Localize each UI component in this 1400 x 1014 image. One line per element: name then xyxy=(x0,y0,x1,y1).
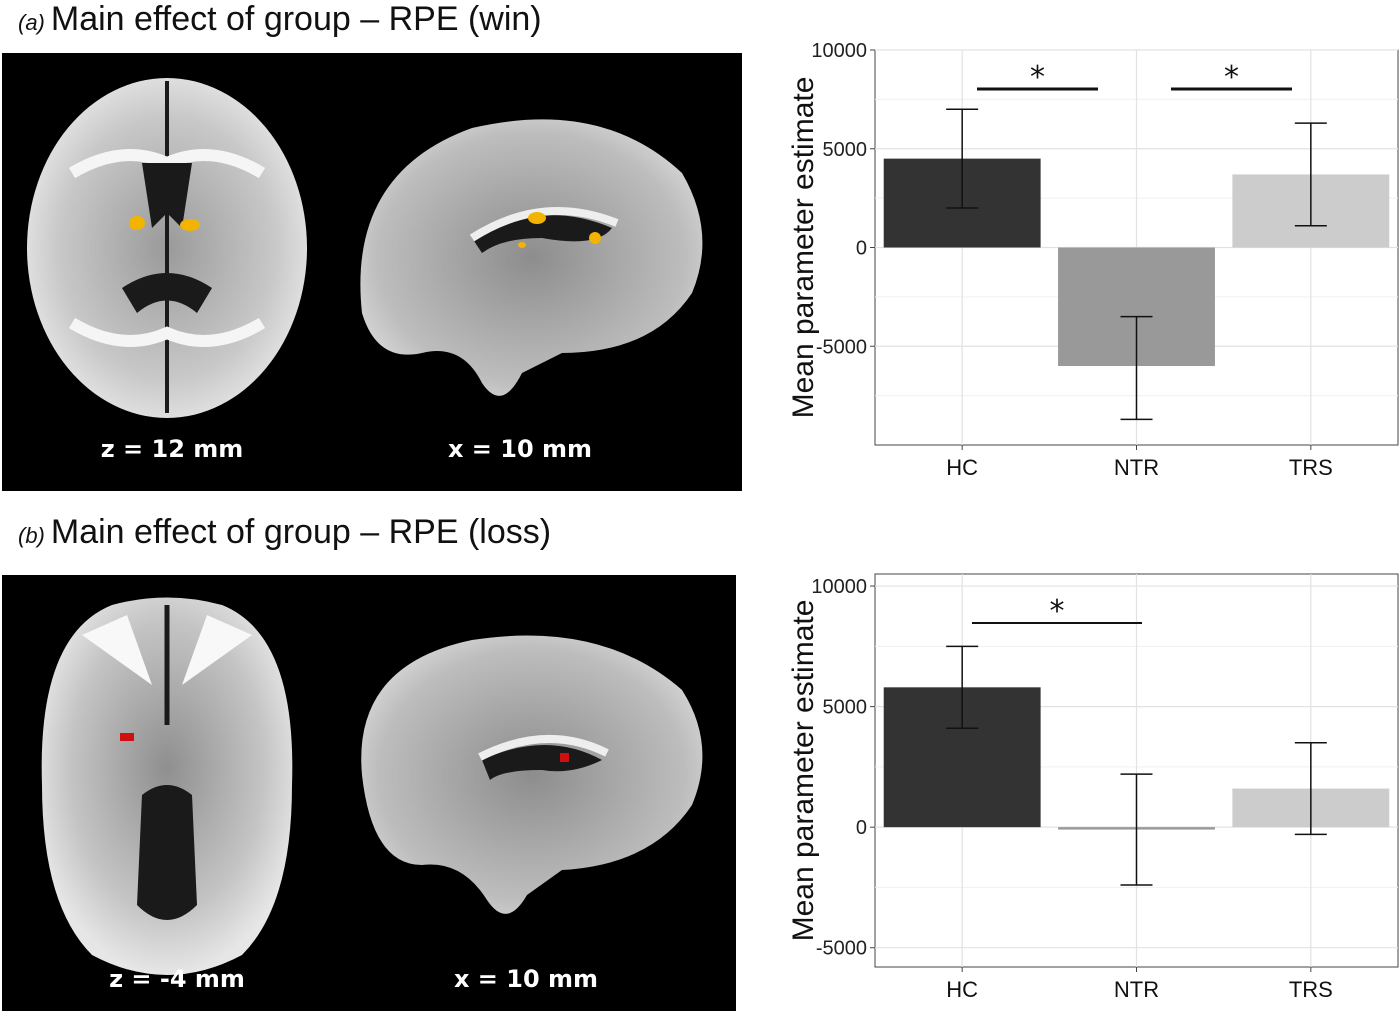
x-tick-label-trs: TRS xyxy=(1289,455,1333,480)
axial-slice-a: z = 12 mm xyxy=(27,78,307,463)
panel-a-title: (a) Main effect of group – RPE (win) xyxy=(18,0,542,39)
activation-blob xyxy=(518,242,526,248)
error-bar-ntr xyxy=(1120,315,1153,421)
y-tick-label: 0 xyxy=(856,238,867,260)
y-tick-label: 10000 xyxy=(811,576,867,598)
panel-a-heading: Main effect of group – RPE (win) xyxy=(50,0,542,38)
y-tick-label: -5000 xyxy=(816,938,867,960)
error-bar-hc xyxy=(946,108,979,209)
slice-label-b1: z = -4 mm xyxy=(109,965,245,993)
significance-star: * xyxy=(1050,594,1065,629)
slice-label-b2: x = 10 mm xyxy=(454,965,598,993)
significance-bracket: * xyxy=(977,60,1098,95)
chart-b: 10000 5000 0 -5000 HC NTR TRS Mean parameter es… xyxy=(787,573,1399,1002)
axial-slice-b: z = -4 mm xyxy=(41,597,293,993)
panel-b-title: (b) Main effect of group – RPE (loss) xyxy=(18,513,551,552)
activation-blob xyxy=(120,733,134,741)
x-tick-label-ntr: NTR xyxy=(1114,455,1159,480)
error-bar-trs xyxy=(1294,122,1327,227)
activation-blob xyxy=(528,212,546,224)
y-axis-label: Mean parameter estimate xyxy=(787,77,820,419)
significance-bracket: * xyxy=(1171,60,1292,95)
y-axis-label: Mean parameter estimate xyxy=(787,600,820,942)
slice-label-a1: z = 12 mm xyxy=(101,435,244,463)
error-bar-trs xyxy=(1294,742,1327,836)
y-tick-label: 10000 xyxy=(811,40,867,62)
sagittal-slice-b: x = 10 mm xyxy=(361,635,703,993)
activation-blob xyxy=(560,753,569,762)
significance-star: * xyxy=(1030,60,1045,95)
activation-blob xyxy=(129,216,145,230)
x-tick-label-trs: TRS xyxy=(1289,977,1333,1002)
x-tick-label-hc: HC xyxy=(946,455,978,480)
activation-blob xyxy=(589,232,601,244)
y-tick-label: 0 xyxy=(856,817,867,839)
y-tick-label: 5000 xyxy=(823,697,868,719)
slice-label-a2: x = 10 mm xyxy=(448,435,592,463)
panel-a-brain-image: z = 12 mm x = 10 mm xyxy=(2,53,742,491)
panel-a-letter: (a) xyxy=(18,10,45,35)
sagittal-slice-a: x = 10 mm xyxy=(360,119,703,463)
panel-b-letter: (b) xyxy=(18,523,45,548)
error-bar-ntr xyxy=(1120,773,1153,886)
chart-a: 10000 5000 0 -5000 HC NTR TRS Mean parameter es… xyxy=(787,40,1399,480)
y-tick-label: 5000 xyxy=(823,139,868,161)
error-bar-hc xyxy=(946,645,979,730)
x-tick-label-ntr: NTR xyxy=(1114,977,1159,1002)
x-tick-label-hc: HC xyxy=(946,977,978,1002)
activation-blob xyxy=(180,219,200,231)
panel-b-brain-image: z = -4 mm x = 10 mm xyxy=(2,575,736,1011)
panel-b-heading: Main effect of group – RPE (loss) xyxy=(50,513,552,551)
significance-bracket: * xyxy=(972,594,1142,629)
y-tick-label: -5000 xyxy=(816,336,867,358)
significance-star: * xyxy=(1224,60,1239,95)
